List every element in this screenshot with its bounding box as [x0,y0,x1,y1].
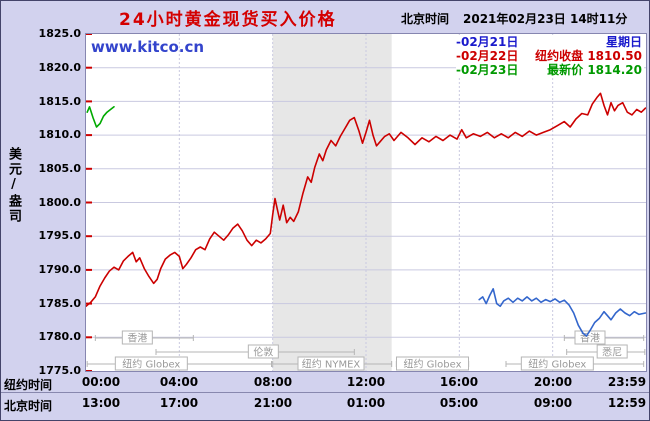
x-tick-label: 08:00 [253,375,293,389]
y-tick-label: 1820.0 [38,61,81,74]
legend-marker: - [456,35,461,49]
x-tick-label: 01:00 [346,396,386,410]
x-tick-label: 20:00 [533,375,573,389]
series-line-feb23 [86,106,115,128]
x-tick-label: 12:59 [607,396,647,410]
session-label: 纽约 Globex [528,358,586,371]
x-tick-label: 09:00 [533,396,573,410]
y-tick-label: 1800.0 [38,196,81,209]
session-label: 香港 [127,333,147,345]
legend-marker: - [456,63,461,77]
x-tick-label: 16:00 [439,375,479,389]
legend-item-feb23: -02月23日 最新价 1814.20 [456,63,644,77]
session-label-box [520,356,594,371]
session-label-box [121,330,153,345]
x-tick-label: 13:00 [81,396,121,410]
y-tick-label: 1780.0 [38,330,81,343]
y-axis-title: 美元/盎司 [6,147,21,224]
session-label: 纽约 NYMEX [302,358,361,371]
y-tick-label: 1795.0 [38,229,81,242]
session-label-box [297,356,365,371]
y-tick-label: 1805.0 [38,162,81,175]
x-axis-row-label-beijing: 北京时间 [4,399,53,413]
legend: -02月21日 星期日 -02月22日 纽约收盘 1810.50 -02月23日… [456,35,644,77]
legend-date: -02月23日 [456,63,519,77]
session-label: 纽约 Globex [122,358,180,371]
y-tick-label: 1815.0 [38,95,81,108]
session-label-box [596,344,628,359]
session-label: 纽约 Globex [403,358,461,371]
legend-item-feb22: -02月22日 纽约收盘 1810.50 [456,49,644,63]
x-tick-label: 12:00 [346,375,386,389]
session-label-box [396,356,469,371]
series-line-feb21 [478,288,646,337]
session-label-box [247,344,279,359]
y-tick-label: 1790.0 [38,263,81,276]
datetime-value: 2021年02月23日 14时11分 [463,12,628,26]
x-tick-label: 05:00 [439,396,479,410]
session-label: 悉尼 [602,347,622,359]
x-tick-label: 23:59 [607,375,647,389]
legend-item-feb21: -02月21日 星期日 [456,35,644,49]
x-tick-label: 00:00 [81,375,121,389]
time-rows-divider [1,392,649,393]
legend-desc: 星期日 [605,35,642,49]
legend-date: -02月22日 [456,49,519,63]
y-tick-label: 1825.0 [38,27,81,40]
session-label: 伦敦 [253,346,273,359]
legend-desc: 纽约收盘 1810.50 [535,49,642,63]
x-tick-label: 21:00 [253,396,293,410]
legend-marker: - [456,49,461,63]
y-tick-label: 1775.0 [38,364,81,377]
series-line-feb22 [86,92,646,308]
x-axis-row-label-newyork: 纽约时间 [4,378,53,392]
page-title: 24小时黄金现货买入价格 [119,10,337,30]
beijing-time-label: 北京时间 [401,12,450,26]
legend-date: -02月21日 [456,35,519,49]
legend-desc: 最新价 1814.20 [547,63,642,77]
kitco-watermark-link[interactable]: www.kitco.cn [91,38,205,56]
chart-plot-area: 香港 香港 伦敦 悉尼 纽约 Globex 纽约 NYMEX 纽约 Globex 纽约 Glo… [85,33,647,372]
y-tick-label: 1785.0 [38,297,81,310]
x-tick-label: 04:00 [159,375,199,389]
y-tick-label: 1810.0 [38,128,81,141]
session-label-box [114,356,188,371]
x-tick-label: 17:00 [159,396,199,410]
